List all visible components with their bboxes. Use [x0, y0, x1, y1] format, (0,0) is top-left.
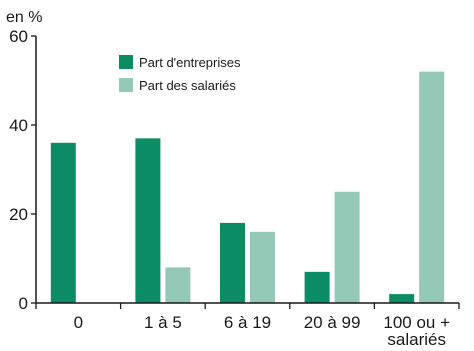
x-tick-label-4-line-1: salariés [387, 330, 446, 349]
x-tick-label-4-line-0: 100 ou + [383, 313, 450, 332]
bars [50, 71, 445, 303]
bar-salaries-1 [165, 267, 191, 303]
bar-salaries-4 [419, 71, 445, 303]
legend-label-salaries: Part des salariés [139, 78, 236, 93]
bar-entreprises-4 [389, 294, 415, 303]
legend-swatch-salaries [119, 78, 133, 92]
bar-salaries-3 [334, 191, 360, 303]
bar-entreprises-1 [135, 138, 161, 303]
bar-entreprises-3 [304, 271, 330, 303]
x-tick-label-1: 1 à 5 [144, 313, 182, 332]
x-tick-label-0: 0 [74, 313, 83, 332]
y-unit-label: en % [6, 9, 42, 26]
x-axis-ticks: 0 1 à 5 6 à 19 20 à 99 100 ou +salariés [35, 303, 460, 349]
bar-entreprises-2 [220, 222, 245, 303]
legend: Part d'entreprises Part des salariés [119, 55, 241, 93]
y-axis-ticks: 0 20 40 60 [9, 27, 36, 313]
y-tick-label-60: 60 [9, 27, 28, 46]
legend-swatch-entreprises [119, 55, 133, 69]
y-tick-label-0: 0 [19, 294, 28, 313]
legend-label-entreprises: Part d'entreprises [139, 55, 241, 70]
y-tick-label-40: 40 [9, 116, 28, 135]
bar-entreprises-0 [50, 142, 76, 303]
y-tick-label-20: 20 [9, 205, 28, 224]
x-tick-label-3: 20 à 99 [304, 313, 361, 332]
bar-salaries-2 [250, 231, 275, 303]
x-tick-label-2: 6 à 19 [224, 313, 271, 332]
